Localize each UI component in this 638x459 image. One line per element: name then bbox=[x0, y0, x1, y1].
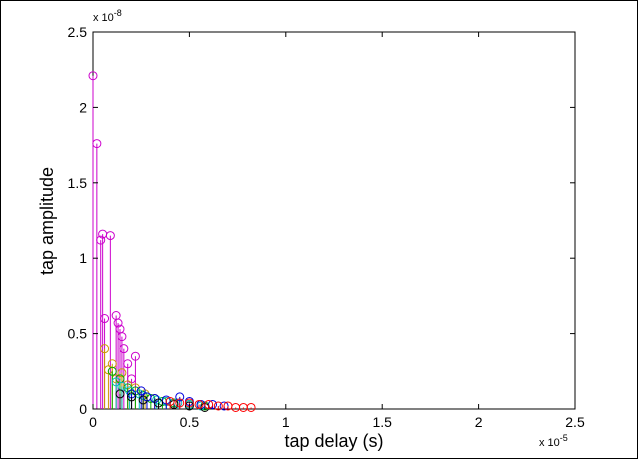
y-tick-label: 1 bbox=[79, 250, 87, 266]
stem-marker bbox=[136, 386, 146, 396]
stem-marker bbox=[115, 389, 125, 399]
y-tick-label: 0.5 bbox=[68, 326, 88, 342]
stem-marker bbox=[154, 398, 164, 408]
stem-marker bbox=[175, 392, 185, 402]
stem-marker bbox=[88, 71, 98, 81]
plot-area bbox=[92, 31, 576, 410]
stem-marker bbox=[127, 392, 137, 402]
stem-marker bbox=[184, 401, 194, 411]
stem-marker bbox=[125, 386, 135, 396]
stem-marker bbox=[100, 314, 110, 324]
x-tick-label: 2.5 bbox=[565, 414, 585, 430]
y-axis-label: tap amplitude bbox=[37, 167, 57, 275]
y-tick-label: 0 bbox=[79, 401, 87, 417]
stem-marker bbox=[117, 368, 127, 378]
stem-marker bbox=[111, 377, 121, 387]
stem-marker bbox=[152, 395, 162, 405]
x-exponent-label: x 10-5 bbox=[539, 433, 568, 449]
stem-marker bbox=[175, 398, 185, 408]
x-tick-label: 2 bbox=[475, 414, 483, 430]
y-exponent-label: x 10-8 bbox=[93, 8, 122, 24]
y-tick-label: 1.5 bbox=[68, 175, 88, 191]
stem-marker bbox=[130, 351, 140, 361]
stem-marker bbox=[96, 235, 106, 245]
stem-marker bbox=[138, 395, 148, 405]
stem-marker bbox=[204, 399, 214, 409]
stem-marker bbox=[113, 318, 123, 328]
stem-marker bbox=[105, 231, 115, 241]
stem-marker bbox=[161, 395, 171, 405]
x-tick-label: 0 bbox=[89, 414, 97, 430]
stem-marker bbox=[165, 396, 175, 406]
stem-marker bbox=[117, 332, 127, 342]
stem-marker bbox=[194, 399, 204, 409]
stem-marker bbox=[213, 401, 223, 411]
x-tick-label: 1 bbox=[282, 414, 290, 430]
x-tick-label: 1.5 bbox=[372, 414, 392, 430]
y-tick-label: 2 bbox=[79, 99, 87, 115]
stem-marker bbox=[123, 359, 133, 369]
stem-marker bbox=[107, 366, 117, 376]
ticks-layer: 0 0.5 1 1.5 2 2.5 0 0.5 1 1.5 2 2.5 bbox=[68, 24, 585, 430]
stem-marker bbox=[92, 139, 102, 149]
y-tick-label: 2.5 bbox=[68, 24, 88, 40]
x-axis-label: tap delay (s) bbox=[284, 431, 383, 451]
x-tick-label: 0.5 bbox=[180, 414, 200, 430]
stem-marker bbox=[100, 344, 110, 354]
stem-marker bbox=[119, 344, 129, 354]
stem-marker bbox=[246, 402, 256, 412]
